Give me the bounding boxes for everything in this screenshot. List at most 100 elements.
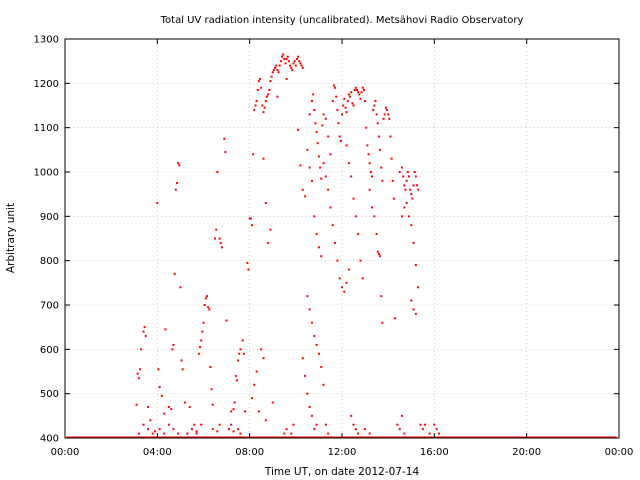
data-point <box>177 432 180 435</box>
data-point <box>211 428 214 431</box>
data-point <box>291 69 294 72</box>
y-tick-label: 900 <box>40 212 59 223</box>
x-tick-label: 04:00 <box>143 447 172 458</box>
data-point <box>331 100 334 103</box>
data-point <box>223 137 226 140</box>
data-point <box>137 377 140 380</box>
data-point <box>412 241 415 244</box>
data-point <box>319 166 322 169</box>
data-point <box>358 93 361 96</box>
data-point <box>157 368 160 371</box>
data-point <box>329 206 332 209</box>
data-point <box>304 195 307 198</box>
data-point <box>250 224 253 227</box>
data-point <box>235 379 238 382</box>
data-point <box>269 80 272 83</box>
data-point <box>334 241 337 244</box>
data-point <box>253 383 256 386</box>
data-point <box>257 410 260 413</box>
data-point <box>387 113 390 116</box>
data-point <box>407 175 410 178</box>
data-point <box>276 95 279 98</box>
data-point <box>232 430 235 433</box>
data-point <box>209 366 212 369</box>
data-point <box>320 177 323 180</box>
data-point <box>200 339 203 342</box>
data-point <box>308 308 311 311</box>
data-point <box>232 408 235 411</box>
data-point <box>315 131 318 134</box>
data-point <box>419 423 422 426</box>
data-point <box>293 60 296 63</box>
data-point <box>341 113 343 116</box>
data-point <box>197 352 200 355</box>
data-point <box>416 184 419 187</box>
data-point <box>257 80 260 83</box>
data-point <box>329 153 332 156</box>
data-point <box>171 348 174 351</box>
data-point <box>320 255 323 258</box>
data-point <box>421 428 424 431</box>
data-point <box>172 343 175 346</box>
data-point <box>343 290 346 293</box>
data-point <box>331 224 334 227</box>
data-point <box>368 162 371 165</box>
data-point <box>218 237 221 240</box>
data-point <box>377 135 380 138</box>
data-point <box>377 253 380 256</box>
data-point <box>380 166 383 169</box>
data-point <box>285 77 288 80</box>
data-point <box>254 104 257 107</box>
data-point <box>373 215 376 218</box>
data-point <box>225 319 228 322</box>
data-point <box>180 359 183 362</box>
data-point <box>389 135 392 138</box>
data-point <box>139 368 142 371</box>
data-point <box>190 428 193 431</box>
data-point <box>142 330 145 333</box>
data-point <box>151 432 154 435</box>
data-point <box>394 317 397 320</box>
data-point <box>352 423 355 426</box>
data-point <box>428 432 431 435</box>
data-point <box>186 432 189 435</box>
data-point <box>350 414 353 417</box>
y-tick-label: 1200 <box>34 79 59 90</box>
data-point <box>324 117 327 120</box>
data-point <box>269 228 272 231</box>
data-point <box>264 419 267 422</box>
data-point <box>147 428 150 431</box>
data-point <box>287 60 290 63</box>
data-point <box>233 401 236 404</box>
data-point <box>154 430 157 433</box>
data-point <box>289 64 292 67</box>
data-point <box>371 175 374 178</box>
data-point <box>359 259 362 262</box>
data-point <box>313 428 316 431</box>
data-point <box>313 335 316 338</box>
data-point <box>237 359 240 362</box>
data-point <box>368 188 371 191</box>
data-point <box>274 66 277 69</box>
data-point <box>167 405 170 408</box>
data-point <box>361 277 364 280</box>
data-point <box>250 397 253 400</box>
data-point <box>424 423 427 426</box>
data-point <box>172 428 175 431</box>
data-point <box>316 142 319 145</box>
data-point <box>230 410 233 413</box>
data-point <box>267 93 270 96</box>
data-point <box>271 71 274 74</box>
data-point <box>336 259 339 262</box>
data-point <box>280 55 283 58</box>
data-point <box>310 321 313 324</box>
data-point <box>347 93 350 96</box>
data-point <box>354 86 357 89</box>
data-point <box>376 250 379 253</box>
data-point <box>338 135 341 138</box>
data-point <box>247 268 250 271</box>
x-tick-label: 00:00 <box>605 447 634 458</box>
data-point <box>376 122 379 125</box>
data-point <box>346 100 349 103</box>
